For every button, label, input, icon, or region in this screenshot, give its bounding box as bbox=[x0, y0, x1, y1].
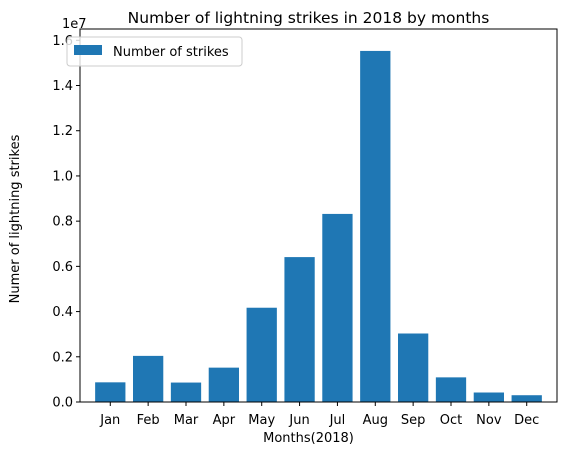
legend-box bbox=[66, 36, 243, 67]
x-tick-label: Jul bbox=[329, 413, 346, 428]
y-axis-label: Numer of lightning strikes bbox=[8, 134, 23, 303]
y-tick-label: 0.8 bbox=[52, 215, 73, 230]
x-axis-label: Months(2018) bbox=[263, 431, 354, 446]
bar-may bbox=[246, 307, 277, 402]
x-tick-label: Aug bbox=[363, 413, 388, 428]
bar-mar bbox=[170, 382, 202, 402]
bars-layer bbox=[95, 50, 542, 402]
x-tick-label: Sep bbox=[401, 413, 426, 428]
y-tick-label: 1.4 bbox=[52, 79, 73, 94]
y-tick-label: 1.2 bbox=[52, 124, 73, 139]
bar-nov bbox=[473, 392, 504, 402]
x-tick-label: Oct bbox=[440, 413, 462, 428]
bar-feb bbox=[133, 355, 164, 402]
x-tick-label: Jun bbox=[288, 413, 309, 428]
x-tick-label: Jan bbox=[99, 413, 120, 428]
plot-frame bbox=[79, 28, 558, 403]
x-tick-label: Apr bbox=[213, 413, 236, 428]
legend: Number of strikes bbox=[66, 36, 243, 67]
legend-swatch bbox=[74, 45, 102, 55]
y-axis-ticks: 0.00.20.40.60.81.01.21.41.6 bbox=[52, 34, 80, 411]
chart-title: Number of lightning strikes in 2018 by m… bbox=[128, 9, 490, 27]
x-tick-label: Mar bbox=[174, 413, 199, 428]
bar-jan bbox=[95, 382, 126, 402]
x-axis-ticks: Jan Feb Mar Apr May Jun Jul Aug Sep Oct Nov Dec bbox=[99, 402, 539, 428]
y-tick-label: 0.4 bbox=[52, 305, 73, 320]
bar-sep bbox=[398, 333, 429, 402]
x-tick-label: Nov bbox=[476, 413, 502, 428]
y-tick-label: 0.6 bbox=[52, 260, 73, 275]
bar-dec bbox=[511, 395, 542, 402]
x-tick-label: Dec bbox=[514, 413, 539, 428]
bar-apr bbox=[208, 367, 239, 402]
bar-oct bbox=[435, 377, 467, 402]
bar-aug bbox=[360, 50, 391, 402]
y-tick-label: 1.0 bbox=[52, 169, 73, 184]
x-tick-label: Feb bbox=[137, 413, 160, 428]
bar-jul bbox=[322, 213, 353, 402]
y-tick-label: 0.0 bbox=[52, 396, 73, 411]
x-tick-label: May bbox=[248, 413, 275, 428]
y-axis-offset-label: 1e7 bbox=[62, 17, 87, 32]
bar-jun bbox=[284, 257, 315, 402]
legend-label: Number of strikes bbox=[113, 45, 229, 60]
y-tick-label: 0.2 bbox=[52, 350, 73, 365]
